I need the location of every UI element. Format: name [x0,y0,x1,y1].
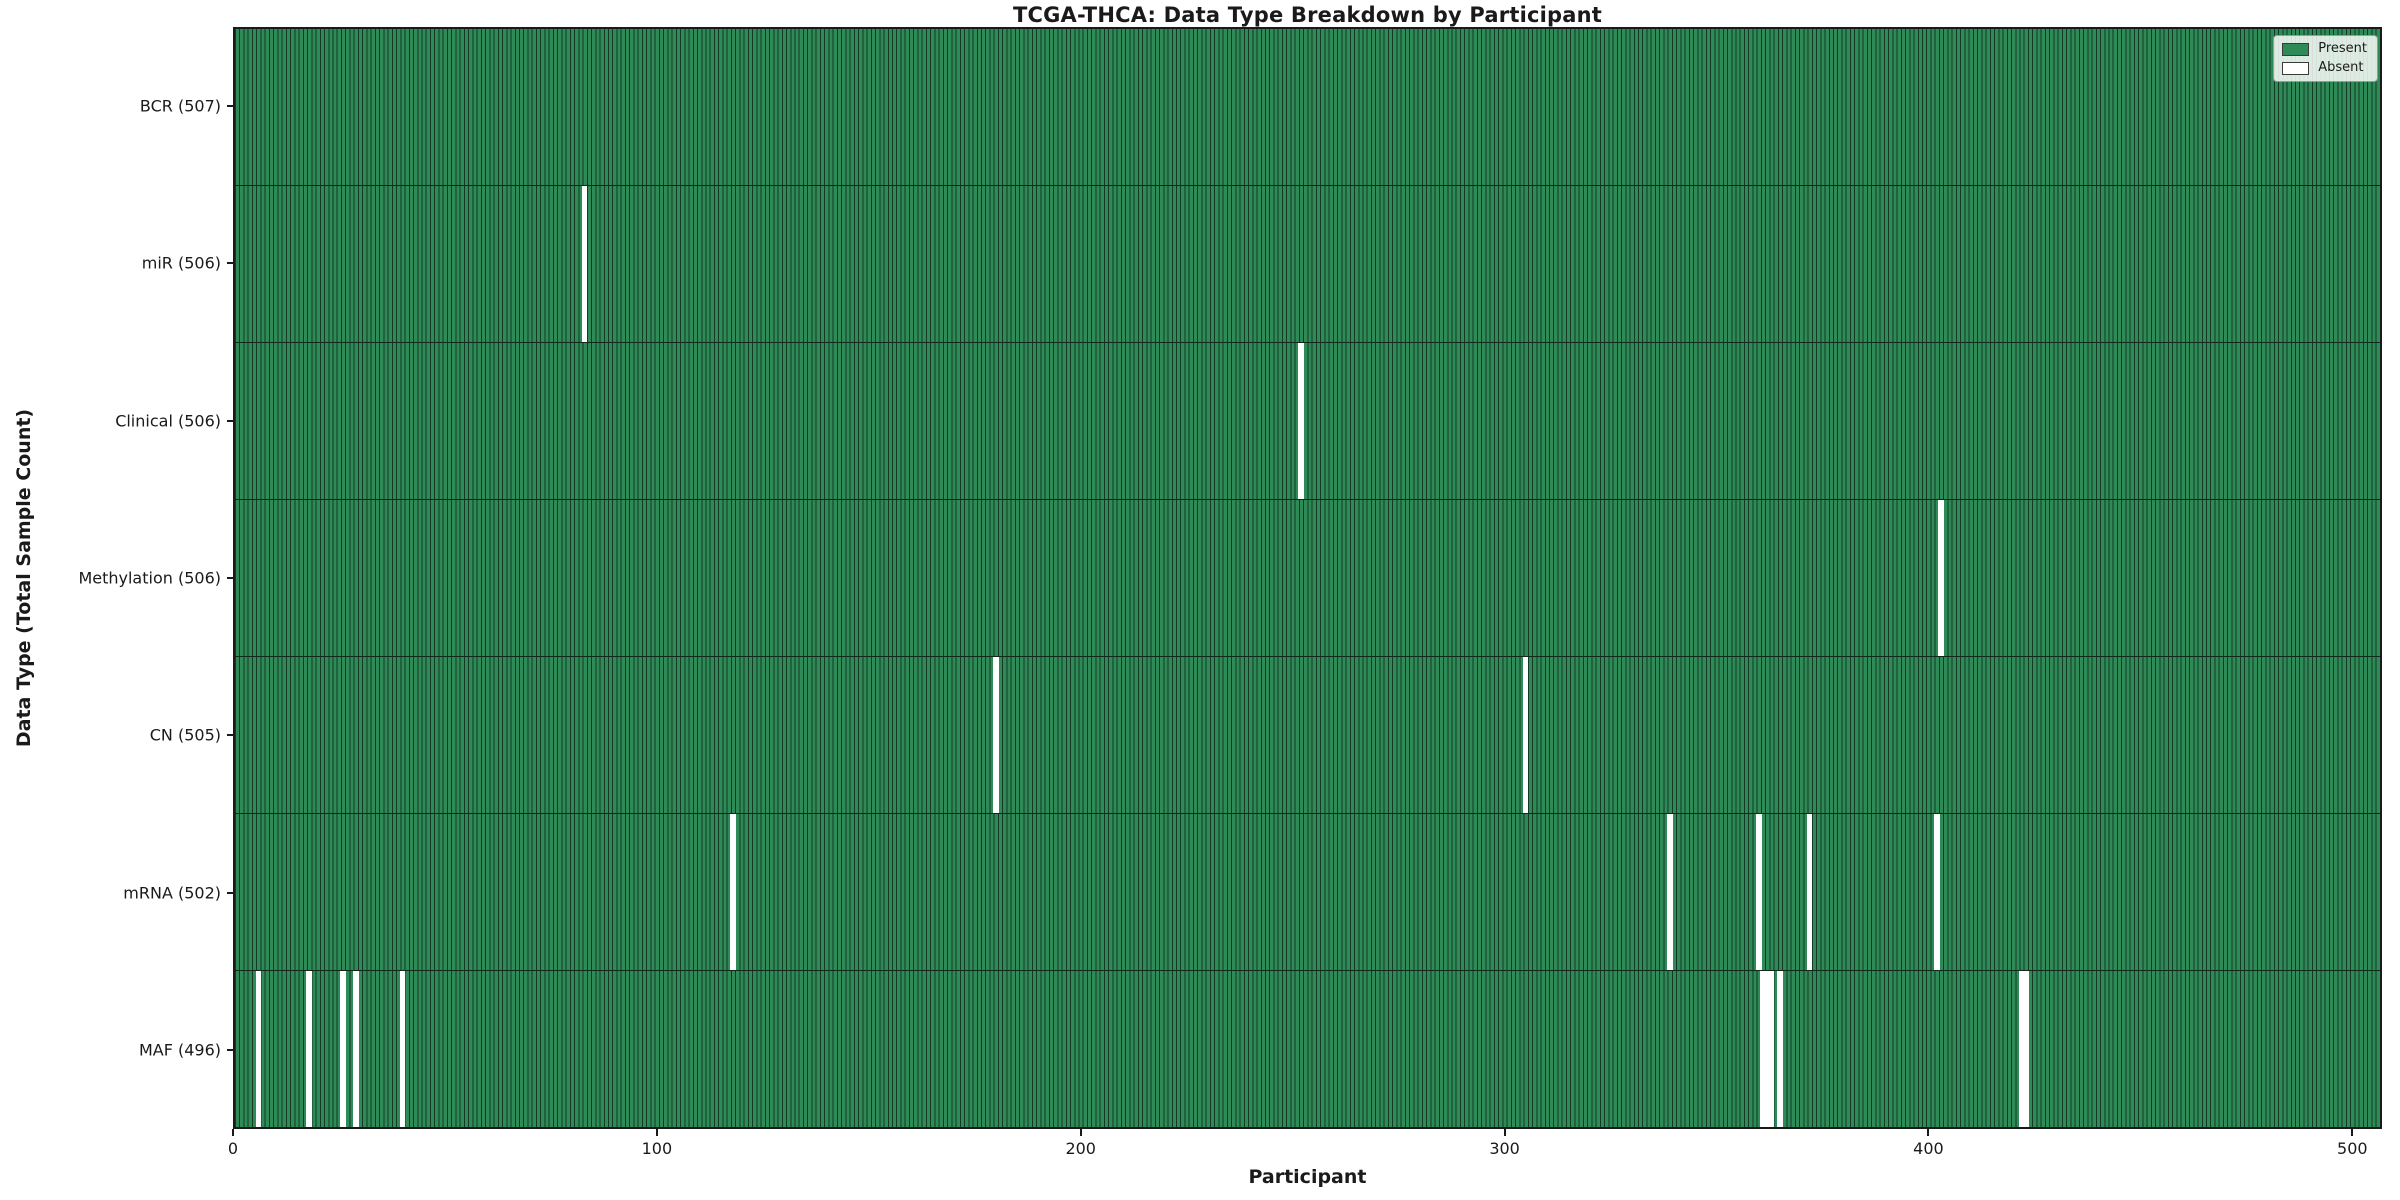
y-tick-label: BCR (507) [139,96,221,116]
x-tick-label: 400 [1913,1139,1944,1158]
x-tick-mark [232,1129,234,1136]
x-tick-label: 0 [227,1139,239,1158]
y-tick-mark [227,262,233,265]
absent-gap [1764,971,1770,1127]
x-tick-label: 500 [2337,1139,2368,1158]
y-tick-mark [227,104,233,107]
legend-label-present: Present [2318,41,2367,56]
x-tick-mark [1079,1129,1082,1136]
legend-entry-absent: Absent [2282,61,2367,75]
absent-gap [399,971,406,1127]
y-axis-label: Data Type (Total Sample Count) [13,408,35,748]
y-tick-mark [227,891,233,894]
absent-gap [1760,971,1766,1127]
absent-gap [1934,814,1940,970]
absent-gap [353,971,359,1127]
absent-gap [1667,814,1673,970]
x-tick-mark [1927,1129,1930,1136]
legend: Present Absent [2273,35,2378,82]
absent-gap [306,971,312,1127]
absent-gap [255,971,262,1127]
absent-gap [2018,971,2025,1127]
present-swatch-icon [2282,42,2310,56]
y-tick-label: miR (506) [141,253,221,273]
heatmap-row-mrna [235,813,2380,970]
legend-label-absent: Absent [2318,60,2364,75]
absent-gap [730,814,736,970]
absent-gap [1938,500,1944,656]
absent-gap [340,971,346,1127]
y-tick-mark [227,577,233,579]
x-tick-mark [2351,1129,2354,1136]
plot-area [233,27,2382,1129]
heatmap-row-cn [235,656,2380,813]
absent-gap [993,657,999,813]
y-tick-mark [227,419,233,422]
chart-title: TCGA-THCA: Data Type Breakdown by Partic… [1012,3,1603,27]
y-tick-label: Clinical (506) [115,411,221,431]
x-tick-mark [655,1129,658,1136]
y-tick-label: mRNA (502) [123,883,221,903]
y-tick-label: MAF (496) [138,1040,221,1060]
heatmap-row-mir [235,185,2380,342]
absent-gap [1768,971,1775,1127]
x-axis-label: Participant [1248,1166,1367,1188]
heatmap-row-maf [235,970,2380,1127]
y-tick-mark [227,734,233,737]
legend-entry-present: Present [2282,42,2367,56]
absent-gap [1806,814,1813,970]
absent-gap [1777,971,1783,1127]
absent-swatch-icon [2282,61,2310,75]
y-tick-label: Methylation (506) [78,568,221,588]
absent-gap [1522,657,1529,813]
y-tick-mark [227,1049,233,1052]
x-tick-mark [1503,1129,1506,1136]
y-tick-label: CN (505) [149,725,221,745]
absent-gap [2023,971,2029,1127]
heatmap-row-methylation [235,499,2380,656]
x-tick-label: 300 [1489,1139,1520,1158]
absent-gap [1298,343,1304,499]
heatmap-row-bcr [235,29,2380,185]
absent-gap [1756,814,1762,970]
x-tick-label: 100 [641,1139,673,1158]
heatmap-row-clinical [235,342,2380,499]
absent-gap [581,186,588,342]
x-tick-label: 200 [1065,1139,1096,1158]
